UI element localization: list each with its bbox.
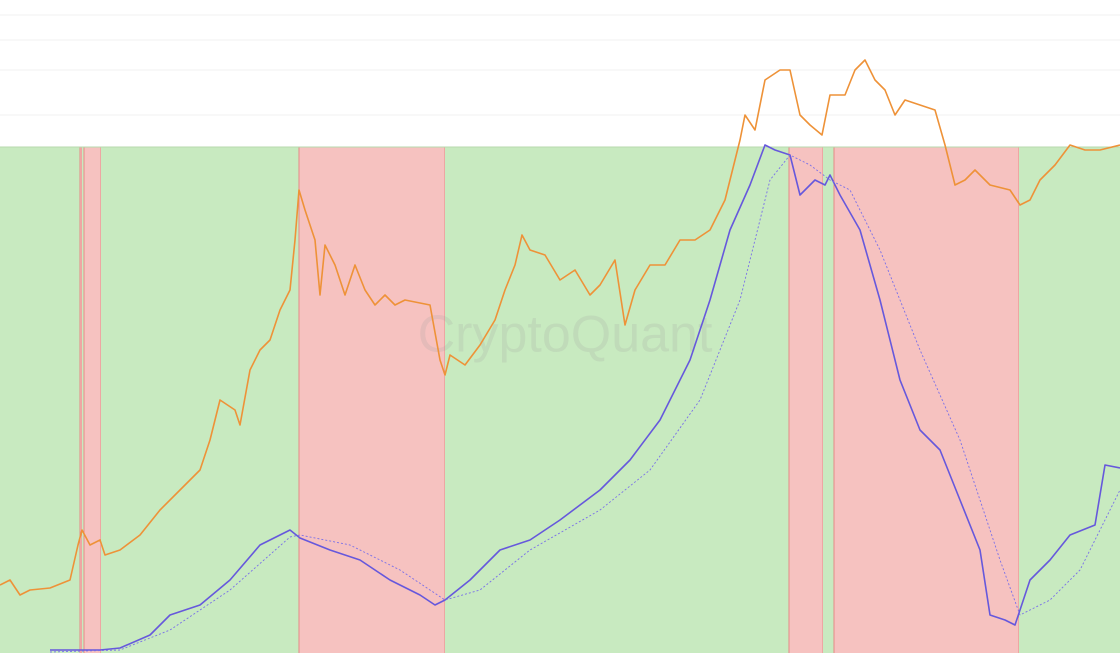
region [299, 147, 445, 653]
region [834, 147, 1019, 653]
region [0, 147, 80, 653]
region [80, 147, 82, 653]
region [1019, 147, 1120, 653]
background-grid [0, 14, 1120, 116]
series-line [49, 154, 1120, 653]
region [82, 147, 84, 653]
region [445, 147, 789, 653]
region [84, 147, 101, 653]
series-line [50, 144, 1120, 651]
series-line [0, 59, 1120, 596]
region [101, 147, 299, 653]
region [823, 147, 834, 653]
lines [0, 59, 1120, 653]
region [789, 147, 823, 653]
watermark: CryptoQuant [418, 306, 713, 364]
regions [0, 146, 1120, 653]
